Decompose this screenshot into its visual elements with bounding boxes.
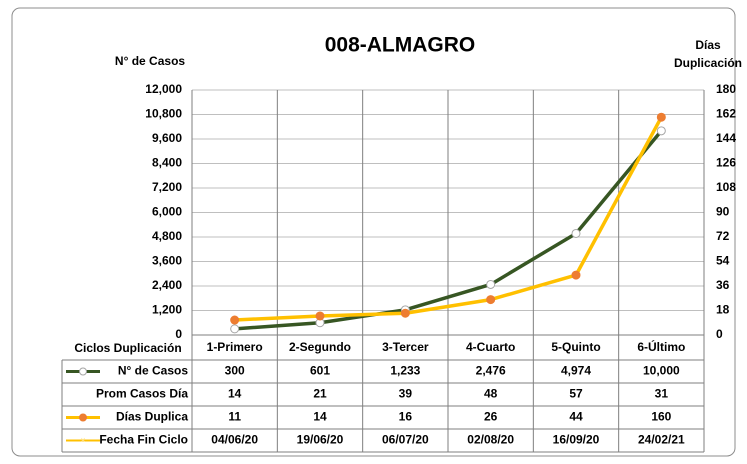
table-row-label: Días Duplica: [116, 410, 188, 424]
data-point: [315, 311, 325, 321]
table-cell: 21: [313, 387, 327, 401]
y-tick-label: 2,400: [152, 278, 182, 292]
table-row-label: Prom Casos Día: [96, 387, 188, 401]
x-tick-label: 2-Segundo: [289, 340, 351, 354]
table-cell: 10,000: [643, 364, 680, 378]
table-cell: 04/06/20: [211, 433, 258, 447]
y2-tick-label: 180: [716, 82, 736, 96]
x-tick-label: 6-Último: [637, 339, 685, 354]
y-tick-label: 12,000: [145, 82, 182, 96]
data-point: [571, 228, 581, 238]
y2-axis-label: Duplicación: [674, 56, 742, 70]
x-tick-label: 3-Tercer: [382, 340, 429, 354]
table-header: Ciclos Duplicación: [74, 341, 181, 355]
data-point: [571, 270, 581, 280]
table-cell: 02/08/20: [467, 433, 514, 447]
y2-tick-label: 0: [716, 327, 723, 341]
table-cell: 26: [484, 410, 498, 424]
data-point: [230, 315, 240, 325]
table-cell: 601: [310, 364, 330, 378]
legend-marker: ×: [80, 435, 85, 445]
y-tick-label: 8,400: [152, 156, 182, 170]
table-row-label: N° de Casos: [118, 364, 188, 378]
table-cell: 39: [399, 387, 413, 401]
table-cell: 44: [569, 410, 583, 424]
table-cell: 14: [228, 387, 242, 401]
y2-tick-label: 108: [716, 180, 736, 194]
y-tick-label: 6,000: [152, 205, 182, 219]
data-point: [400, 308, 410, 318]
table-cell: 24/02/21: [638, 433, 685, 447]
y2-tick-label: 18: [716, 303, 730, 317]
y2-tick-label: 54: [716, 254, 730, 268]
data-line: [234, 116, 663, 322]
table-cell: 4,974: [561, 364, 591, 378]
y-axis-label: N° de Casos: [115, 54, 185, 68]
table-cell: 2,476: [476, 364, 506, 378]
data-point: [486, 279, 496, 289]
data-point: [230, 324, 240, 334]
y-tick-label: 10,800: [145, 107, 182, 121]
y2-axis-label: Días: [695, 38, 721, 52]
table-cell: 16/09/20: [553, 433, 600, 447]
table-cell: 14: [313, 410, 327, 424]
table-cell: 300: [225, 364, 245, 378]
legend-marker: [79, 413, 87, 422]
chart-title: 008-ALMAGRO: [325, 34, 476, 57]
x-tick-label: 4-Cuarto: [466, 340, 515, 354]
table-cell: 160: [651, 410, 671, 424]
y2-tick-label: 36: [716, 278, 730, 292]
y-tick-label: 0: [175, 327, 182, 341]
data-point: [656, 126, 666, 136]
table-cell: 06/07/20: [382, 433, 429, 447]
table-row-label: Fecha Fin Ciclo: [99, 433, 188, 447]
y-tick-label: 7,200: [152, 180, 182, 194]
table-cell: 19/06/20: [297, 433, 344, 447]
y-tick-label: 1,200: [152, 303, 182, 317]
y2-tick-label: 162: [716, 107, 736, 121]
table-cell: 48: [484, 387, 498, 401]
y2-tick-label: 90: [716, 205, 730, 219]
x-tick-label: 5-Quinto: [551, 340, 600, 354]
y2-tick-label: 72: [716, 229, 730, 243]
y-tick-label: 3,600: [152, 254, 182, 268]
table-cell: 31: [655, 387, 669, 401]
y2-tick-label: 126: [716, 156, 736, 170]
y-tick-label: 4,800: [152, 229, 182, 243]
data-point: [486, 295, 496, 305]
data-line: [234, 129, 663, 331]
table-cell: 16: [399, 410, 413, 424]
chart-frame: [11, 7, 736, 457]
y-tick-label: 9,600: [152, 131, 182, 145]
y2-tick-label: 144: [716, 131, 736, 145]
table-cell: 57: [569, 387, 583, 401]
data-point: [656, 112, 666, 122]
x-tick-label: 1-Primero: [207, 340, 263, 354]
legend-marker: [79, 367, 87, 376]
table-cell: 1,233: [390, 364, 420, 378]
table-cell: 11: [228, 410, 241, 424]
